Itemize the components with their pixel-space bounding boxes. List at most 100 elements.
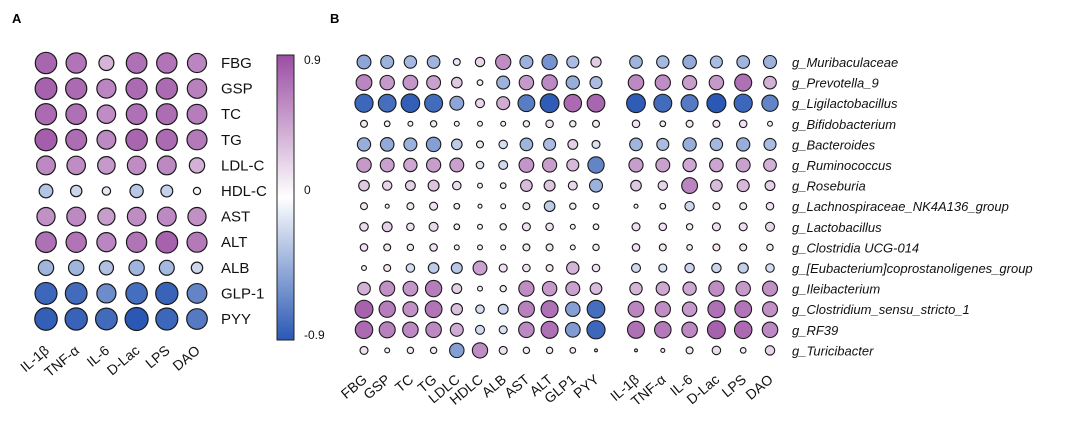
panel-b1-cell-g-muribaculaceae-tc — [403, 55, 418, 69]
panel-a-cell-hdl-c-dao — [192, 186, 202, 196]
panel-b1-cell-g-ileibacterium-alt — [541, 280, 558, 297]
panel-b1-cell-g-turicibacter-alb — [498, 345, 508, 355]
panel-b1-cell-g-muribaculaceae-fbg — [356, 54, 372, 70]
panel-b2-cell-g-ligilactobacillus-il-6 — [680, 94, 699, 113]
panel-b2-cell-g-lachnospiraceae-nk4a136-group-dao — [765, 201, 775, 211]
panel-b2-cell-g-ileibacterium-d-lac — [708, 280, 725, 297]
panel-b1-cell-g-muribaculaceae-alt — [541, 53, 558, 71]
panel-b1-cell-g-eubacterium-coprostanoligenes-group-ast — [522, 263, 531, 273]
panel-b2-cell-g-clostridia-ucg-014-tnf — [658, 243, 667, 252]
panel-a-cell-alt-tnf — [65, 231, 87, 253]
panel-b2-cell-g-ileibacterium-il-1 — [629, 281, 643, 296]
panel-b2-cell-g-ruminococcus-dao — [763, 158, 777, 172]
panel-b1-cell-g-turicibacter-alt — [545, 346, 554, 355]
panel-b1-cell-g-muribaculaceae-ldlc — [452, 57, 461, 67]
panel-a-cell-pyy-dao — [186, 308, 208, 330]
panel-b1-cell-g-ruminococcus-glp1 — [566, 158, 580, 172]
panel-b2-cell-g-lactobacillus-il-1 — [631, 222, 641, 232]
panel-a-row-label-ast: AST — [221, 209, 250, 226]
panel-b2-cell-g-roseburia-il-1 — [630, 179, 642, 192]
panel-b1-cell-g-ruminococcus-tg — [425, 157, 442, 173]
panel-b1-cell-g-prevotella-9-gsp — [379, 74, 395, 91]
panel-b1-cell-g-rf39-ldlc — [449, 322, 464, 337]
panel-b1-cell-g-ruminococcus-ast — [518, 157, 535, 173]
panel-b2-cell-g-ileibacterium-lps — [735, 280, 751, 297]
panel-b2-cell-g-roseburia-d-lac — [710, 179, 723, 192]
panel-b1-cell-g-muribaculaceae-gsp — [380, 54, 395, 70]
panel-b2-cell-g-clostridium-sensu-stricto-1-il-1 — [627, 300, 645, 318]
panel-a-cell-alb-il-6 — [98, 260, 115, 276]
panel-b2-cell-g-ligilactobacillus-tnf — [653, 93, 673, 113]
panel-a-cell-tc-il-6 — [96, 104, 117, 125]
panel-b1-cell-g-lactobacillus-fbg — [359, 222, 369, 232]
panel-a-cell-hdl-c-il-6 — [101, 186, 112, 196]
panel-b2-cell-g-muribaculaceae-lps — [736, 55, 751, 69]
panel-b2-cell-g-muribaculaceae-il-6 — [682, 54, 697, 70]
panel-b2-cell-g-ruminococcus-il-1 — [628, 157, 644, 173]
panel-b1-cell-g-bacteroides-ldlc — [450, 138, 463, 151]
panel-b1-cell-g-bacteroides-pyy — [591, 139, 601, 149]
colorbar-gradient — [276, 54, 295, 341]
panel-b1-cell-g-clostridium-sensu-stricto-1-gsp — [378, 300, 396, 318]
panel-b2-cell-g-prevotella-9-d-lac — [708, 74, 725, 91]
panel-b2-cell-g-ruminococcus-lps — [735, 157, 751, 173]
panel-a-cell-fbg-il-6 — [98, 54, 115, 72]
panel-b1-cell-g-bifidobacterium-ast — [522, 120, 531, 128]
panel-b1-cell-g-ligilactobacillus-glp1 — [563, 93, 583, 113]
panel-b1-cell-g-bifidobacterium-fbg — [359, 119, 369, 128]
panel-b2-col-label-dao: DAO — [742, 371, 776, 403]
panel-b2-cell-g-rf39-tnf — [653, 320, 672, 339]
panel-b1-cell-g-eubacterium-coprostanoligenes-group-glp1 — [566, 261, 580, 275]
panel-b1-cell-g-clostridia-ucg-014-alb — [500, 244, 507, 251]
panel-b2-cell-g-muribaculaceae-tnf — [656, 55, 670, 69]
panel-a-cell-tg-dao — [186, 129, 208, 151]
panel-a-cell-ast-tnf — [66, 206, 87, 227]
panel-b1-cell-g-ileibacterium-fbg — [357, 281, 371, 296]
panel-b1-cell-g-roseburia-alt — [543, 179, 556, 192]
panel-b1-cell-g-ileibacterium-ast — [518, 280, 535, 297]
panel-b2-cell-g-bifidobacterium-il-1 — [631, 119, 641, 129]
panel-b-row-label-g-muribaculaceae: g_Muribaculaceae — [792, 55, 898, 70]
colorbar: 0.9 0 -0.9 — [276, 53, 325, 342]
panel-b1-cell-g-lachnospiraceae-nk4a136-group-ast — [522, 202, 531, 211]
panel-b1-cell-g-bifidobacterium-glp1 — [569, 120, 577, 128]
panel-b1-cell-g-turicibacter-pyy — [594, 348, 598, 353]
panel-b2-cell-g-eubacterium-coprostanoligenes-group-lps — [737, 262, 749, 274]
panel-b1-cell-g-lachnospiraceae-nk4a136-group-glp1 — [569, 202, 577, 210]
panel-b1-cell-g-ruminococcus-fbg — [356, 157, 372, 173]
panel-b1-cell-g-prevotella-9-fbg — [355, 74, 373, 92]
panel-b1-cell-g-ligilactobacillus-alb — [496, 96, 511, 111]
panel-b1-cell-g-clostridium-sensu-stricto-1-alb — [497, 303, 509, 315]
panel-a-cell-glp-1-dao — [186, 282, 208, 304]
panel-a-cell-gsp-il-6 — [96, 78, 117, 99]
panel-b1-cell-g-clostridia-ucg-014-gsp — [383, 243, 392, 252]
panel-b1-cell-g-roseburia-tc — [404, 180, 416, 192]
panel-a-matrix: FBGGSPTCTGLDL-CHDL-CASTALTALBGLP-1PYYIL-… — [17, 51, 267, 380]
panel-a-row-label-tc: TC — [221, 106, 241, 123]
panel-b1-cell-g-roseburia-fbg — [358, 179, 370, 192]
panel-a-cell-gsp-tnf — [65, 77, 88, 100]
panel-a-cell-alt-il-6 — [96, 232, 117, 253]
panel-b2-cell-g-lachnospiraceae-nk4a136-group-lps — [739, 202, 748, 211]
panel-b1-cell-g-clostridia-ucg-014-pyy — [592, 243, 600, 252]
panel-a-cell-gsp-dao — [186, 78, 208, 99]
panel-b1-cell-g-rf39-glp1 — [564, 321, 581, 338]
panel-a-cell-alb-lps — [158, 259, 175, 276]
panel-a-cell-pyy-il-1 — [34, 307, 58, 331]
panel-b1-cell-g-ligilactobacillus-gsp — [377, 93, 397, 113]
panel-a-col-label-d-lac: D-Lac — [104, 342, 143, 378]
panel-a-cell-fbg-il-1 — [34, 51, 58, 75]
panel-b2-cell-g-rf39-il-1 — [626, 320, 646, 339]
panel-b2-cell-g-lachnospiraceae-nk4a136-group-tnf — [659, 202, 667, 210]
panel-b1-cell-g-bifidobacterium-tc — [407, 120, 414, 127]
panel-letter-a: A — [12, 11, 22, 26]
panel-b1-col-label-tc: TC — [392, 371, 417, 395]
panel-b1-cell-g-lachnospiraceae-nk4a136-group-tg — [429, 201, 439, 211]
panel-b1-cell-g-turicibacter-glp1 — [569, 347, 577, 354]
panel-b1-cell-g-muribaculaceae-glp1 — [566, 55, 580, 69]
panel-a-cell-ldl-c-il-1 — [36, 155, 56, 176]
panel-a-cell-pyy-tnf — [64, 307, 88, 331]
panel-b1-cell-g-eubacterium-coprostanoligenes-group-hdlc — [472, 260, 488, 276]
panel-b2-cell-g-muribaculaceae-il-1 — [629, 55, 643, 69]
